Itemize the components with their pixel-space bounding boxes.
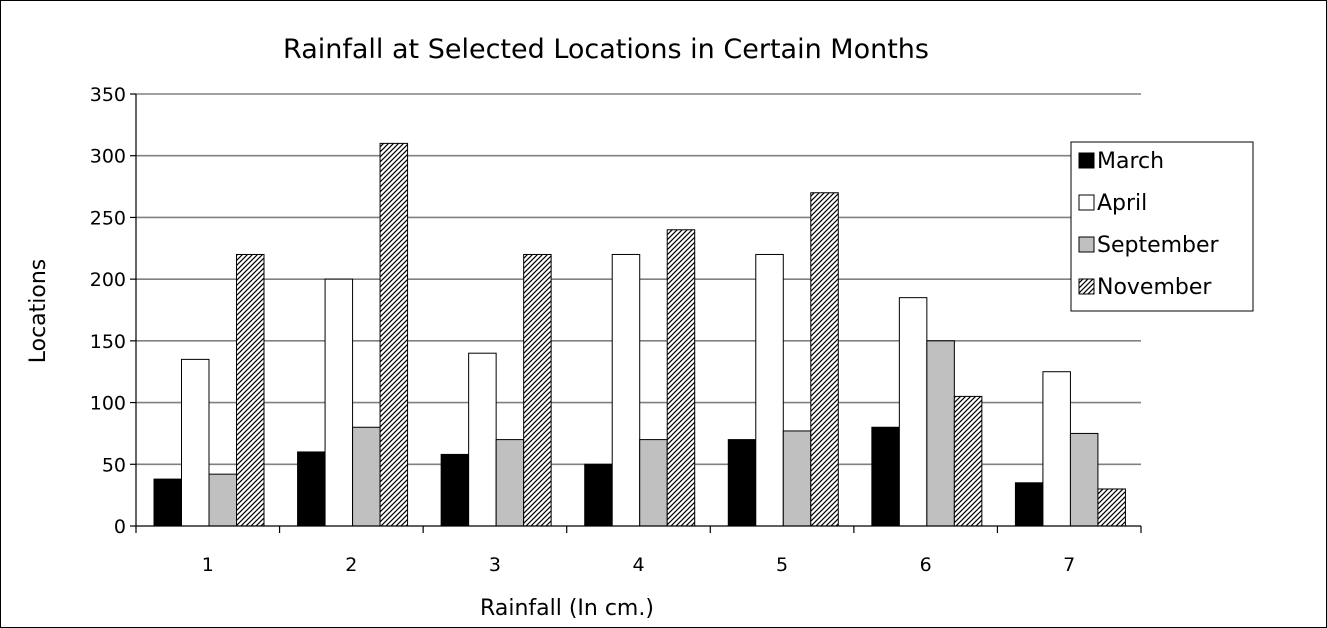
x-tick-labels: 1 2 3 4 5 6 7 [202,554,1076,576]
bar-september-6 [926,340,955,527]
bar-november-4 [666,229,696,527]
legend-swatch-march [1078,152,1095,169]
y-tick-label: 0 [114,516,126,538]
bar-september-4 [639,439,668,527]
legend-label-april: April [1097,191,1147,216]
bars [153,142,1126,527]
axes [130,93,1142,533]
legend-swatch-november [1078,278,1095,295]
bar-april-6 [898,297,928,527]
bar-november-1 [236,253,265,527]
legend-label-march: March [1097,149,1164,174]
x-tick-label: 7 [1063,554,1075,576]
legend-swatch-april [1078,194,1095,211]
bar-november-3 [523,253,552,527]
x-tick-label: 2 [345,554,357,576]
x-tick-label: 6 [920,554,932,576]
bar-september-2 [352,426,381,527]
bar-march-4 [584,463,613,527]
legend-swatch-september [1078,236,1095,253]
bar-november-5 [810,192,839,527]
bar-april-2 [324,278,354,527]
bar-march-2 [297,451,326,527]
y-tick-labels: 0 50 100 150 200 250 300 350 [90,84,126,538]
bar-november-6 [953,395,983,527]
legend-label-september: September [1097,233,1220,258]
bar-march-6 [871,426,900,527]
y-tick-label: 300 [90,146,126,168]
bar-april-7 [1042,371,1071,527]
x-tick-label: 3 [489,554,501,576]
bar-september-3 [495,439,525,527]
bar-september-7 [1069,432,1099,527]
x-axis-label: Rainfall (In cm.) [480,596,654,621]
bar-april-5 [755,253,784,527]
bar-november-2 [379,142,409,527]
x-tick-label: 1 [202,554,214,576]
bar-april-1 [181,358,210,527]
y-axis-label: Locations [26,259,51,364]
y-tick-label: 250 [90,207,126,229]
x-tick-label: 4 [632,554,644,576]
legend-box [1070,141,1254,312]
bar-march-3 [440,453,470,527]
bar-march-1 [153,478,182,527]
legend: March April September November [1070,141,1254,312]
chart-title: Rainfall at Selected Locations in Certai… [283,34,929,65]
bar-april-4 [611,253,641,527]
y-tick-label: 150 [90,331,126,353]
legend-label-november: November [1097,275,1212,300]
bar-september-1 [208,473,237,527]
y-tick-label: 50 [102,454,126,476]
bar-march-7 [1014,482,1044,527]
bar-april-3 [468,352,497,527]
x-tick-label: 5 [776,554,788,576]
y-tick-label: 350 [90,84,126,106]
y-tick-label: 100 [90,393,126,415]
bar-march-5 [727,439,757,527]
y-tick-label: 200 [90,269,126,291]
bar-november-7 [1097,488,1126,527]
bar-september-5 [782,430,812,527]
